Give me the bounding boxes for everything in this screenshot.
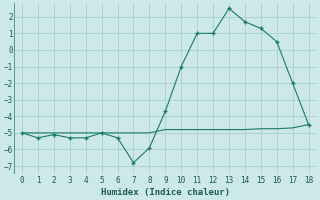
X-axis label: Humidex (Indice chaleur): Humidex (Indice chaleur): [101, 188, 230, 197]
